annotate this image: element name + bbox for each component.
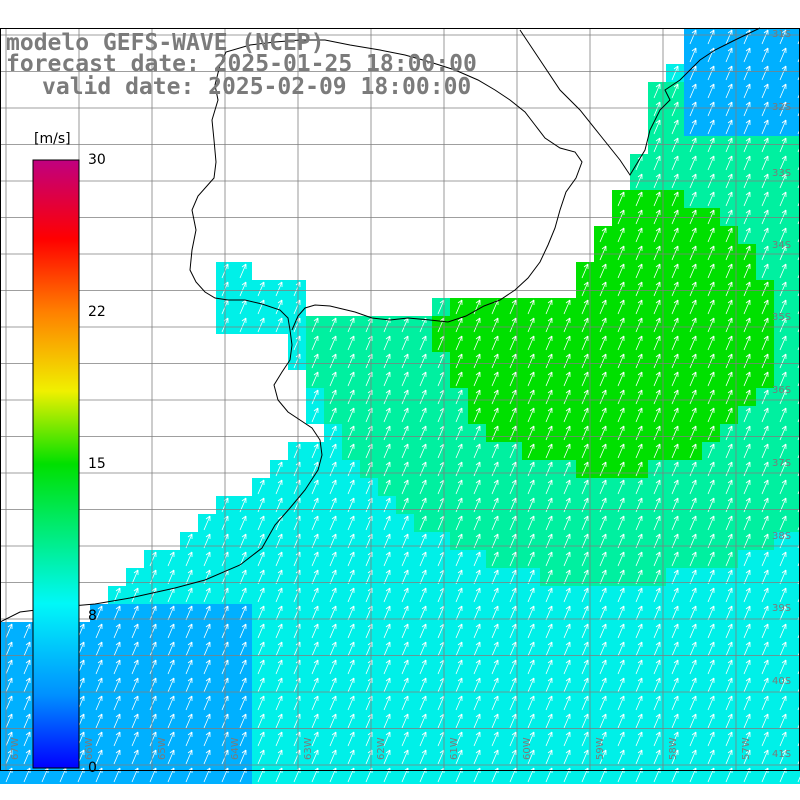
lat-label-32s: 32S: [772, 102, 792, 113]
coastline-north: [519, 27, 761, 176]
lon-label-63w: 63W: [303, 737, 314, 760]
lon-label-66w: 66W: [84, 737, 95, 760]
colorbar-tick-8: 8: [88, 608, 97, 624]
lon-label-67w: 67W: [10, 737, 21, 760]
colorbar-tick-30: 30: [88, 152, 106, 168]
lat-label-33s: 33S: [772, 168, 792, 179]
colorbar-tick-0: 0: [88, 760, 97, 776]
lat-label-39s: 39S: [772, 603, 792, 614]
colorbar-tick-15: 15: [88, 456, 106, 472]
lat-label-31s: 31S: [772, 29, 792, 40]
lat-label-40s: 40S: [772, 676, 792, 687]
lat-label-41s: 41S: [772, 749, 792, 760]
coastline: [0, 39, 583, 623]
lon-label-60w: 60W: [522, 737, 533, 760]
lat-label-35s: 35S: [772, 312, 792, 323]
forecast-date: forecast date: 2025-01-25 18:00:00: [6, 51, 477, 77]
lon-label-61w: 61W: [449, 737, 460, 760]
lon-label-57w: 57W: [741, 737, 752, 760]
colorbar: [32, 159, 80, 769]
lon-label-64w: 64W: [230, 737, 241, 760]
lat-label-38s: 38S: [772, 531, 792, 542]
model-title: modelo GEFS-WAVE (NCEP): [6, 30, 325, 56]
lat-label-34s: 34S: [772, 240, 792, 251]
colorbar-unit: [m/s]: [34, 131, 71, 147]
lon-label-62w: 62W: [376, 737, 387, 760]
lat-label-37s: 37S: [772, 458, 792, 469]
valid-date: valid date: 2025-02-09 18:00:00: [42, 74, 472, 100]
lat-lon-grid: [0, 28, 800, 770]
colorbar-tick-22: 22: [88, 304, 106, 320]
lon-label-59w: 59W: [595, 737, 606, 760]
lon-label-58w: 58W: [668, 737, 679, 760]
lat-label-36s: 36S: [772, 385, 792, 396]
wind-speed-field: [0, 28, 800, 784]
lon-label-65w: 65W: [157, 737, 168, 760]
